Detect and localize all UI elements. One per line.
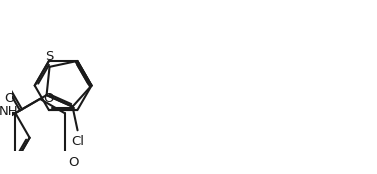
Text: S: S — [45, 50, 54, 64]
Text: O: O — [68, 156, 78, 169]
Text: Cl: Cl — [71, 135, 84, 148]
Text: NH: NH — [0, 105, 18, 118]
Text: O: O — [43, 92, 54, 105]
Text: O: O — [4, 92, 14, 105]
